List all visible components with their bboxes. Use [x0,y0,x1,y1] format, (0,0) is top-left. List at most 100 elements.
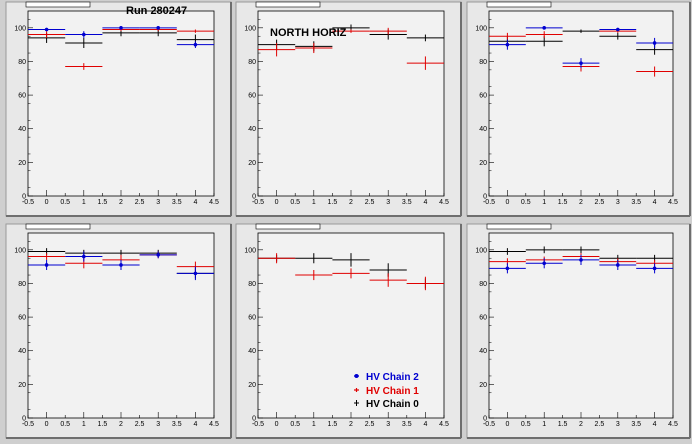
series-hv-chain-2 [489,254,673,274]
x-tick-label: 2.5 [135,199,145,206]
data-point [65,37,103,48]
y-tick-label: 100 [475,247,487,254]
x-tick-label: 3 [386,421,390,428]
x-tick-label: 1.5 [558,421,568,428]
data-point [139,26,177,30]
x-tick-label: 3.5 [172,199,182,206]
data-point [65,31,103,38]
x-tick-label: 0 [45,421,49,428]
data-point [525,26,563,30]
y-tick-label: 20 [479,382,487,389]
x-tick-label: 2.5 [365,421,375,428]
data-point [599,259,637,270]
x-tick-label: 0 [275,421,279,428]
marker-dot [156,253,160,257]
panel-title-box [255,223,321,230]
data-point [369,273,407,287]
x-tick-label: -0.5 [483,421,495,428]
x-tick-label: 4 [193,421,197,428]
marker-dot [542,261,546,266]
y-tick-label: 40 [18,126,26,133]
x-tick-label: 2 [579,199,583,206]
y-tick-label: 40 [248,348,256,355]
marker-dot [44,27,49,32]
data-point [332,268,370,279]
x-tick-label: 1 [312,199,316,206]
marker-dot [44,263,49,267]
series-hv-chain-2 [28,26,214,48]
y-tick-label: 60 [248,93,256,100]
x-tick-label: 2 [119,199,123,206]
panel-title-box [255,1,321,8]
x-tick-label: 0 [505,199,509,206]
x-tick-label: 3 [616,199,620,206]
marker-dot [82,32,86,37]
legend-item-chain0: HV Chain 0 [354,399,419,410]
x-tick-label: 2 [579,421,583,428]
x-tick-label: 1.5 [98,421,108,428]
y-tick-label: 80 [479,59,487,66]
data-point [489,248,526,255]
data-point [489,32,526,40]
y-tick-label: 0 [252,416,256,423]
data-point [489,263,526,274]
data-point [369,27,407,35]
data-point [562,58,600,69]
marker-dot [119,26,123,30]
x-tick-label: 4 [423,199,427,206]
data-point [636,66,673,77]
y-tick-label: 100 [14,25,26,32]
x-tick-label: 3.5 [631,421,641,428]
data-point [406,276,444,291]
x-tick-label: 0 [275,199,279,206]
series-hv-chain-0 [489,29,673,55]
marker-dot [616,27,620,32]
data-point [65,251,103,262]
marker-dot [156,26,160,30]
data-point [562,246,600,254]
x-tick-label: 1.5 [328,421,338,428]
x-tick-label: -0.5 [483,199,495,206]
data-point [295,42,333,54]
x-tick-label: 4.5 [439,421,449,428]
series-hv-chain-2 [489,26,673,69]
x-tick-label: -0.5 [22,199,34,206]
data-point [525,31,563,38]
data-point [295,253,333,264]
y-tick-label: 0 [483,416,487,423]
data-point [636,37,673,48]
y-tick-label: 100 [244,247,256,254]
legend: HV Chain 2 HV Chain 1 HV Chain 0 [354,372,419,410]
x-tick-label: 1.5 [558,199,568,206]
y-tick-label: 80 [18,59,26,66]
x-tick-label: 1 [82,421,86,428]
x-tick-label: 2.5 [595,199,605,206]
series-hv-chain-1 [258,253,444,291]
data-point [139,251,177,259]
y-tick-label: 0 [483,194,487,201]
x-tick-label: 0.5 [290,421,300,428]
x-tick-label: 3.5 [402,199,412,206]
data-point [599,27,637,32]
x-tick-label: 4 [423,421,427,428]
x-tick-label: 2 [349,421,353,428]
data-point [176,29,214,33]
x-tick-label: 3 [156,421,160,428]
x-tick-label: 4 [653,199,657,206]
x-tick-label: 4.5 [439,199,449,206]
x-tick-label: 4 [193,199,197,206]
legend-item-chain2: HV Chain 2 [354,372,419,383]
x-tick-label: 0.5 [60,199,70,206]
run-label: Run 280247 [126,5,187,17]
plot-area [27,10,215,197]
data-point [406,56,444,70]
legend-item-chain1: HV Chain 1 [354,386,419,397]
x-tick-label: 2.5 [365,199,375,206]
x-tick-label: 1 [312,421,316,428]
x-tick-label: 1.5 [98,199,108,206]
data-point [332,253,370,267]
